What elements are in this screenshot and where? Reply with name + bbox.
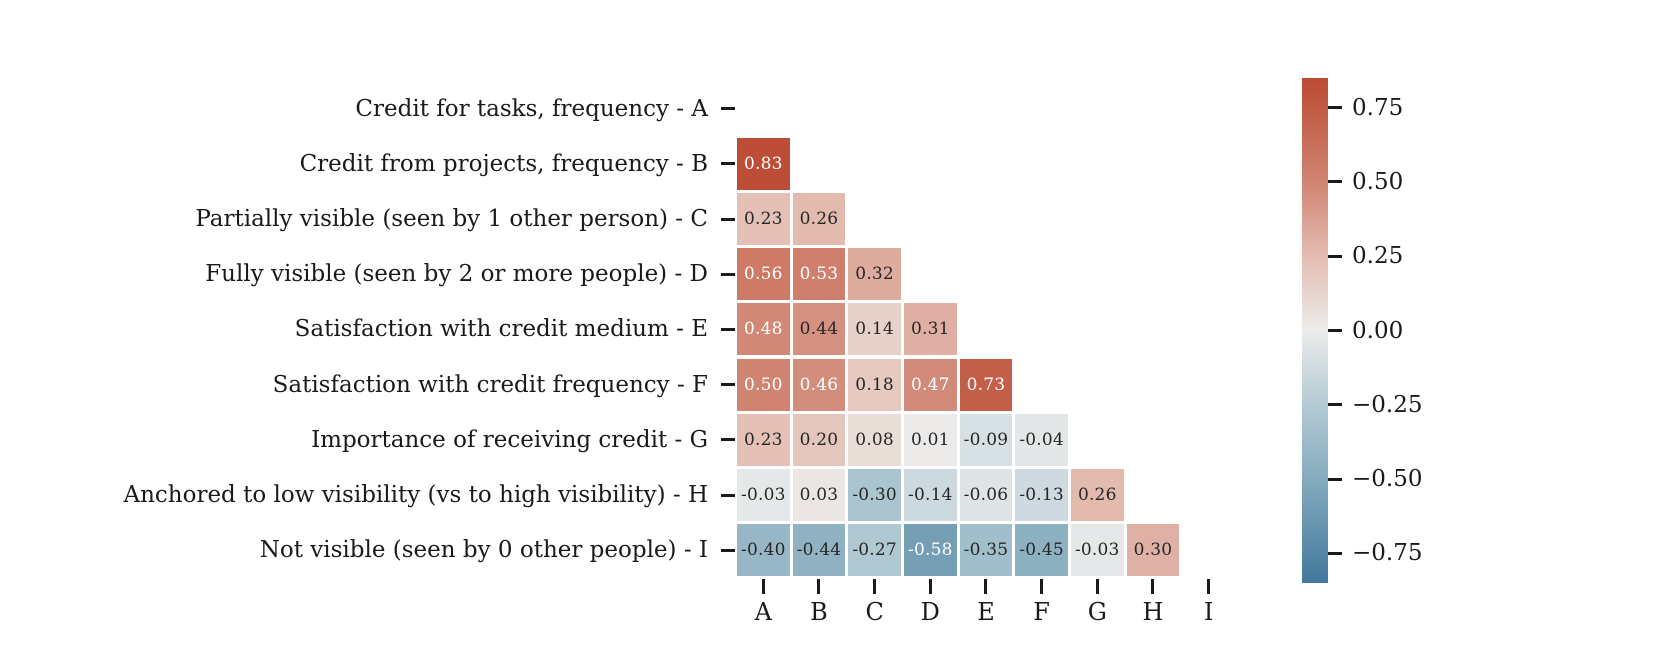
y-tick-g bbox=[721, 438, 735, 442]
colorbar-tick-label-0.50: 0.50 bbox=[1352, 168, 1404, 195]
heatmap-cell-f-e: 0.73 bbox=[959, 358, 1013, 411]
x-tick-label-b: B bbox=[810, 598, 828, 626]
heatmap-cell-f-a: 0.50 bbox=[737, 358, 790, 411]
colorbar-tick-label-neg-0.50: −0.50 bbox=[1352, 466, 1423, 493]
colorbar-tick-label-neg-0.75: −0.75 bbox=[1352, 540, 1423, 567]
colorbar-tick-0.50 bbox=[1328, 180, 1342, 184]
y-tick-a bbox=[721, 107, 735, 111]
colorbar-tick-label-0.00: 0.00 bbox=[1352, 317, 1404, 344]
colorbar-tick-neg-0.25 bbox=[1328, 403, 1342, 407]
x-tick-label-a: A bbox=[754, 598, 772, 626]
x-tick-f bbox=[1040, 579, 1044, 594]
x-tick-h bbox=[1151, 579, 1155, 594]
heatmap-cell-h-d: -0.14 bbox=[904, 469, 957, 521]
heatmap-cell-f-b: 0.46 bbox=[792, 358, 846, 411]
heatmap-cell-i-h: 0.30 bbox=[1126, 524, 1180, 577]
row-label-f: Satisfaction with credit frequency - F bbox=[272, 371, 708, 398]
row-label-a: Credit for tasks, frequency - A bbox=[355, 95, 708, 122]
heatmap-cell-i-e: -0.35 bbox=[959, 524, 1013, 577]
row-label-i: Not visible (seen by 0 other people) - I bbox=[259, 537, 708, 564]
x-tick-b bbox=[817, 579, 821, 594]
colorbar-tick-label-0.75: 0.75 bbox=[1352, 94, 1404, 121]
heatmap-cell-i-c: -0.27 bbox=[848, 524, 901, 577]
heatmap-cell-d-a: 0.56 bbox=[737, 248, 790, 301]
heatmap-cell-e-d: 0.31 bbox=[904, 303, 957, 356]
row-label-g: Importance of receiving credit - G bbox=[311, 426, 708, 453]
heatmap-cell-b-a: 0.83 bbox=[737, 137, 790, 190]
y-tick-c bbox=[721, 217, 735, 221]
heatmap-cell-e-b: 0.44 bbox=[792, 303, 846, 356]
x-tick-label-c: C bbox=[865, 598, 884, 626]
row-label-e: Satisfaction with credit medium - E bbox=[294, 316, 708, 343]
y-tick-b bbox=[721, 162, 735, 166]
y-tick-i bbox=[721, 548, 735, 552]
heatmap-cell-d-c: 0.32 bbox=[848, 248, 901, 301]
heatmap-cell-i-b: -0.44 bbox=[792, 524, 846, 577]
colorbar-tick-0.25 bbox=[1328, 254, 1342, 258]
heatmap-cell-h-a: -0.03 bbox=[737, 469, 790, 521]
x-tick-i bbox=[1207, 579, 1211, 594]
row-label-h: Anchored to low visibility (vs to high v… bbox=[123, 482, 708, 508]
colorbar-tick-0.00 bbox=[1328, 329, 1342, 332]
heatmap-cell-g-c: 0.08 bbox=[848, 413, 901, 466]
row-label-b: Credit from projects, frequency - B bbox=[299, 150, 708, 177]
x-tick-e bbox=[984, 579, 988, 594]
heatmap-cell-f-c: 0.18 bbox=[848, 358, 901, 411]
colorbar-tick-label-neg-0.25: −0.25 bbox=[1352, 391, 1423, 418]
y-tick-h bbox=[721, 493, 735, 497]
x-tick-label-f: F bbox=[1033, 598, 1050, 626]
x-tick-g bbox=[1095, 579, 1099, 594]
x-tick-label-d: D bbox=[920, 598, 940, 626]
colorbar-tick-neg-0.50 bbox=[1328, 477, 1342, 481]
x-tick-label-h: H bbox=[1142, 598, 1164, 626]
heatmap-cell-g-e: -0.09 bbox=[959, 413, 1013, 466]
heatmap-cell-h-g: 0.26 bbox=[1071, 469, 1124, 521]
y-tick-e bbox=[721, 327, 735, 331]
heatmap-cell-h-c: -0.30 bbox=[848, 469, 901, 521]
x-tick-label-g: G bbox=[1087, 598, 1107, 626]
x-tick-label-e: E bbox=[977, 598, 995, 626]
heatmap-cell-c-b: 0.26 bbox=[792, 193, 846, 245]
x-tick-c bbox=[873, 579, 877, 594]
heatmap-cell-h-e: -0.06 bbox=[959, 469, 1013, 521]
heatmap-cell-i-a: -0.40 bbox=[737, 524, 790, 577]
x-tick-label-i: I bbox=[1203, 598, 1214, 626]
heatmap-cell-e-c: 0.14 bbox=[848, 303, 901, 356]
heatmap-cell-g-a: 0.23 bbox=[737, 413, 790, 466]
heatmap-cell-g-f: -0.04 bbox=[1015, 413, 1068, 466]
heatmap-cell-g-d: 0.01 bbox=[904, 413, 957, 466]
row-label-c: Partially visible (seen by 1 other perso… bbox=[195, 206, 708, 232]
colorbar-tick-neg-0.75 bbox=[1328, 551, 1342, 555]
heatmap-cell-c-a: 0.23 bbox=[737, 193, 790, 245]
heatmap-cell-e-a: 0.48 bbox=[737, 303, 790, 356]
y-tick-f bbox=[721, 383, 735, 387]
heatmap-cell-i-g: -0.03 bbox=[1071, 524, 1124, 577]
heatmap-cell-h-b: 0.03 bbox=[792, 469, 846, 521]
x-tick-d bbox=[928, 579, 932, 594]
heatmap-cell-d-b: 0.53 bbox=[792, 248, 846, 301]
row-label-d: Fully visible (seen by 2 or more people)… bbox=[205, 261, 708, 288]
colorbar-tick-label-0.25: 0.25 bbox=[1352, 243, 1404, 270]
heatmap-cell-i-d: -0.58 bbox=[904, 524, 957, 577]
colorbar-tick-0.75 bbox=[1328, 106, 1342, 110]
y-tick-d bbox=[721, 272, 735, 276]
x-tick-a bbox=[761, 579, 765, 594]
heatmap-cell-i-f: -0.45 bbox=[1015, 524, 1068, 577]
heatmap-cell-f-d: 0.47 bbox=[904, 358, 957, 411]
colorbar bbox=[1302, 78, 1328, 583]
heatmap-cell-h-f: -0.13 bbox=[1015, 469, 1068, 521]
heatmap-cell-g-b: 0.20 bbox=[792, 413, 846, 466]
